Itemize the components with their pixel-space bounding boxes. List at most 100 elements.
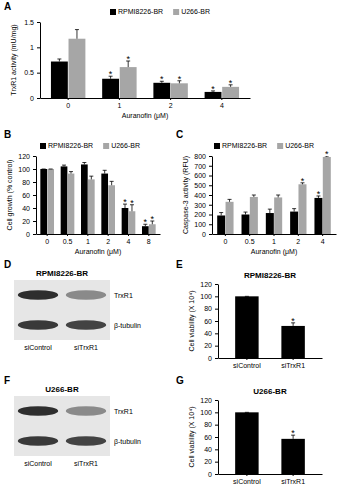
band-label: β-tubulin xyxy=(114,438,141,446)
tick-label: 0.5 xyxy=(24,69,34,76)
blot-band xyxy=(18,436,58,446)
tick-label: 0.5 xyxy=(63,238,73,245)
tick: 0 xyxy=(223,234,227,245)
legend-swatch xyxy=(277,143,283,149)
tick-label: 1.5 xyxy=(24,19,34,26)
tick-label: 800 xyxy=(194,153,206,160)
blot-title: RPMI8226-BR xyxy=(36,269,88,278)
error-bar xyxy=(244,212,248,214)
tick: 0.5 xyxy=(63,234,73,245)
significance: * xyxy=(144,217,148,227)
tick-label: 0 xyxy=(208,355,212,362)
tick-label: 1 xyxy=(30,44,34,51)
legend-swatch xyxy=(214,143,220,149)
tick-label: 0 xyxy=(202,231,206,238)
tick-mark xyxy=(215,412,218,413)
tick-label: 700 xyxy=(194,162,206,169)
panel-label: B xyxy=(4,129,11,140)
tick-label: 100 xyxy=(194,221,206,228)
bar xyxy=(47,169,54,234)
significance: * xyxy=(178,74,182,84)
y-axis-title: Cell viability (X 10⁴) xyxy=(188,407,196,468)
tick-mark xyxy=(209,176,212,177)
tick-mark xyxy=(215,462,218,463)
tick-mark xyxy=(215,358,218,359)
tick: 100 xyxy=(194,221,212,228)
tick-label: 0 xyxy=(66,102,70,109)
lane-label: siTrxR1 xyxy=(74,344,98,351)
error-bar xyxy=(89,176,93,179)
legend-swatch xyxy=(110,9,116,15)
tick-mark xyxy=(37,73,40,74)
error-bar xyxy=(49,169,53,170)
bar xyxy=(120,67,137,98)
tick: 0 xyxy=(202,231,212,238)
error-bar xyxy=(245,296,249,297)
panel-label: G xyxy=(176,375,184,386)
tick: 40 xyxy=(204,330,218,337)
bar xyxy=(266,213,274,234)
bar xyxy=(281,439,304,474)
plot-area xyxy=(40,163,155,235)
tick-mark xyxy=(246,474,247,476)
tick-mark xyxy=(209,234,212,235)
tick-mark xyxy=(249,234,250,236)
legend: RPMI8226-BRU266-BR xyxy=(110,8,210,15)
bar xyxy=(129,211,136,234)
x-axis-title: Auranofin (μM) xyxy=(251,248,297,256)
tick-label: 500 xyxy=(194,182,206,189)
bar-panel: *020406080100120siControlsiTrxR1Cell via… xyxy=(188,271,323,369)
tick: 4 xyxy=(220,98,224,109)
tick-label: 200 xyxy=(194,211,206,218)
error-bar xyxy=(245,412,249,413)
tick: 60 xyxy=(204,434,218,441)
bar xyxy=(298,184,306,234)
tick-label: 600 xyxy=(194,172,206,179)
tick: 0 xyxy=(30,95,40,102)
tick: 120 xyxy=(200,397,218,404)
error-bar xyxy=(219,213,223,216)
tick-mark xyxy=(33,234,36,235)
tick-mark xyxy=(322,234,323,236)
y-axis-title: TrxR1 activity (mU/mg) xyxy=(10,24,18,95)
tick: siTrxR1 xyxy=(281,474,305,485)
axis-line xyxy=(36,157,37,235)
tick-label: siControl xyxy=(233,362,261,369)
tick-mark xyxy=(37,47,40,48)
tick-label: 20 xyxy=(204,342,212,349)
bar xyxy=(235,296,258,358)
tick-label: 1 xyxy=(272,238,276,245)
tick: siControl xyxy=(233,474,261,485)
tick-mark xyxy=(209,185,212,186)
tick: 800 xyxy=(194,153,212,160)
tick: 4 xyxy=(127,234,131,245)
error-bar xyxy=(57,59,61,62)
blot-panel: U266-BRTrxR1β-tubulinsiControlsiTrxR1 xyxy=(14,385,141,467)
bar-panel: ******00.511.50124TrxR1 activity (mU/mg)… xyxy=(10,8,251,120)
band-label: TrxR1 xyxy=(114,292,133,299)
tick: 100 xyxy=(200,293,218,300)
tick: siTrxR1 xyxy=(281,358,305,369)
tick: 100 xyxy=(18,166,36,173)
error-bar xyxy=(75,30,79,39)
blot-band xyxy=(18,406,58,416)
tick: 1 xyxy=(272,234,276,245)
significance: * xyxy=(109,69,113,79)
tick-mark xyxy=(209,195,212,196)
significance: * xyxy=(123,197,127,207)
bar xyxy=(281,326,304,358)
band-label: β-tubulin xyxy=(114,322,141,330)
tick-label: 40 xyxy=(204,330,212,337)
significance: * xyxy=(229,78,233,88)
figure: A******00.511.50124TrxR1 activity (mU/mg… xyxy=(0,0,343,500)
tick-label: 20 xyxy=(204,458,212,465)
error-bar xyxy=(82,163,86,165)
bar xyxy=(171,83,188,98)
tick: 0 xyxy=(208,471,218,478)
legend: RPMI8226-BRU266-BR xyxy=(40,142,140,149)
plot-area xyxy=(217,156,331,234)
panel-label: D xyxy=(4,259,11,270)
axis-line xyxy=(218,285,219,359)
tick-label: siControl xyxy=(233,478,261,485)
bar xyxy=(108,185,115,234)
